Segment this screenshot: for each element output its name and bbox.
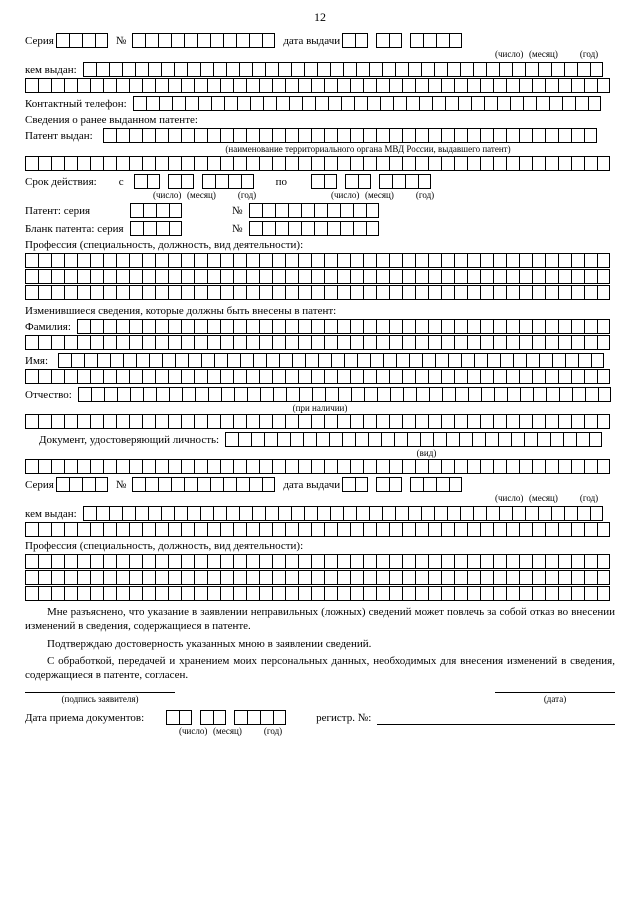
cells-surname-1[interactable]: [77, 319, 610, 334]
cells-prof-1[interactable]: [25, 253, 610, 268]
cells-series2[interactable]: [56, 477, 108, 492]
cells-day[interactable]: [342, 33, 368, 48]
cells-bseries[interactable]: [130, 221, 182, 236]
cells-issuedby2-2[interactable]: [25, 522, 610, 537]
label-changes: Изменившиеся сведения, которые должны бы…: [25, 305, 338, 318]
sl-m2: (месяц): [529, 493, 555, 503]
cells-month2[interactable]: [376, 477, 402, 492]
cells-number2[interactable]: [132, 477, 275, 492]
sl-d2: (число): [495, 493, 521, 503]
cells-patent-issued-2[interactable]: [25, 156, 610, 171]
label-issue-date2: дата выдачи: [283, 479, 342, 492]
cells-prof-3[interactable]: [25, 285, 610, 300]
para-2: Подтверждаю достоверность указанных мною…: [25, 638, 615, 652]
cells-rd-d[interactable]: [166, 710, 192, 725]
label-iddoc: Документ, удостоверяющий личность:: [39, 434, 221, 447]
cells-year2[interactable]: [410, 477, 462, 492]
sl-fy: (год): [221, 190, 273, 200]
cells-name-1[interactable]: [58, 353, 604, 368]
sl-fm: (месяц): [187, 190, 213, 200]
label-patent-series: Патент: серия: [25, 205, 130, 218]
label-validity: Срок действия:: [25, 176, 99, 189]
cells-pnum[interactable]: [249, 203, 379, 218]
label-blank-series: Бланк патента: серия: [25, 223, 130, 236]
cells-issuedby-2[interactable]: [25, 78, 610, 93]
cells-prof2-3[interactable]: [25, 586, 610, 601]
cells-name-2[interactable]: [25, 369, 610, 384]
cells-number[interactable]: [132, 33, 275, 48]
cells-surname-2[interactable]: [25, 335, 610, 350]
sl-fd: (число): [153, 190, 179, 200]
label-profession: Профессия (специальность, должность, вид…: [25, 239, 305, 252]
label-to: по: [276, 176, 289, 189]
cells-to-d[interactable]: [311, 174, 337, 189]
sublabel-day: (число): [495, 49, 521, 59]
cells-iddoc-1[interactable]: [225, 432, 602, 447]
cells-year[interactable]: [410, 33, 462, 48]
sublabel-org: (наименование территориального органа МВ…: [121, 144, 615, 154]
sig-date[interactable]: (дата): [495, 692, 615, 704]
label-phone: Контактный телефон:: [25, 98, 129, 111]
cells-rd-m[interactable]: [200, 710, 226, 725]
para-3: С обработкой, передачей и хранением моих…: [25, 655, 615, 683]
cells-patent-issued[interactable]: [103, 128, 597, 143]
sublabel-ifpresent: (при наличии): [293, 403, 348, 413]
cells-bnum[interactable]: [249, 221, 379, 236]
label-receipt: Дата приема документов:: [25, 712, 146, 725]
label-profession2: Профессия (специальность, должность, вид…: [25, 540, 305, 553]
cells-from-d[interactable]: [134, 174, 160, 189]
cells-to-m[interactable]: [345, 174, 371, 189]
label-number2: №: [116, 479, 129, 492]
label-regno: регистр. №:: [316, 712, 373, 725]
regno-line[interactable]: [377, 713, 615, 725]
para-1: Мне разъяснено, что указание в заявлении…: [25, 606, 615, 634]
page-number: 12: [25, 10, 615, 25]
sl-rm: (месяц): [213, 726, 239, 736]
cells-issuedby-1[interactable]: [83, 62, 603, 77]
sl-td: (число): [331, 190, 357, 200]
label-name: Имя:: [25, 355, 50, 368]
cells-pseries[interactable]: [130, 203, 182, 218]
cells-patr-2[interactable]: [25, 414, 610, 429]
label-series: Серия: [25, 35, 56, 48]
sig-applicant[interactable]: (подпись заявителя): [25, 692, 175, 704]
sl-y2: (год): [563, 493, 615, 503]
label-patent-issued: Патент выдан:: [25, 130, 95, 143]
sl-rd: (число): [179, 726, 205, 736]
cells-issuedby2-1[interactable]: [83, 506, 603, 521]
sl-tm: (месяц): [365, 190, 391, 200]
cells-month[interactable]: [376, 33, 402, 48]
cells-prof2-1[interactable]: [25, 554, 610, 569]
sublabel-month: (месяц): [529, 49, 555, 59]
cells-from-y[interactable]: [202, 174, 254, 189]
cells-series[interactable]: [56, 33, 108, 48]
label-issuedby2: кем выдан:: [25, 508, 79, 521]
label-surname: Фамилия:: [25, 321, 73, 334]
label-number: №: [116, 35, 129, 48]
cells-prof2-2[interactable]: [25, 570, 610, 585]
sublabel-year: (год): [563, 49, 615, 59]
sublabel-type: (вид): [238, 448, 615, 458]
cells-day2[interactable]: [342, 477, 368, 492]
label-series2: Серия: [25, 479, 56, 492]
cells-from-m[interactable]: [168, 174, 194, 189]
sl-ry: (год): [247, 726, 299, 736]
cells-prof-2[interactable]: [25, 269, 610, 284]
label-issued-by: кем выдан:: [25, 64, 79, 77]
cells-to-y[interactable]: [379, 174, 431, 189]
cells-rd-y[interactable]: [234, 710, 286, 725]
label-bnum: №: [232, 223, 245, 236]
cells-patr-1[interactable]: [78, 387, 611, 402]
sl-ty: (год): [399, 190, 451, 200]
cells-phone[interactable]: [133, 96, 601, 111]
cells-iddoc-2[interactable]: [25, 459, 610, 474]
label-prev-patent: Сведения о ранее выданном патенте:: [25, 114, 200, 127]
label-from: с: [119, 176, 126, 189]
label-patronymic: Отчество:: [25, 389, 74, 402]
label-issue-date: дата выдачи: [283, 35, 342, 48]
label-pnum: №: [232, 205, 245, 218]
